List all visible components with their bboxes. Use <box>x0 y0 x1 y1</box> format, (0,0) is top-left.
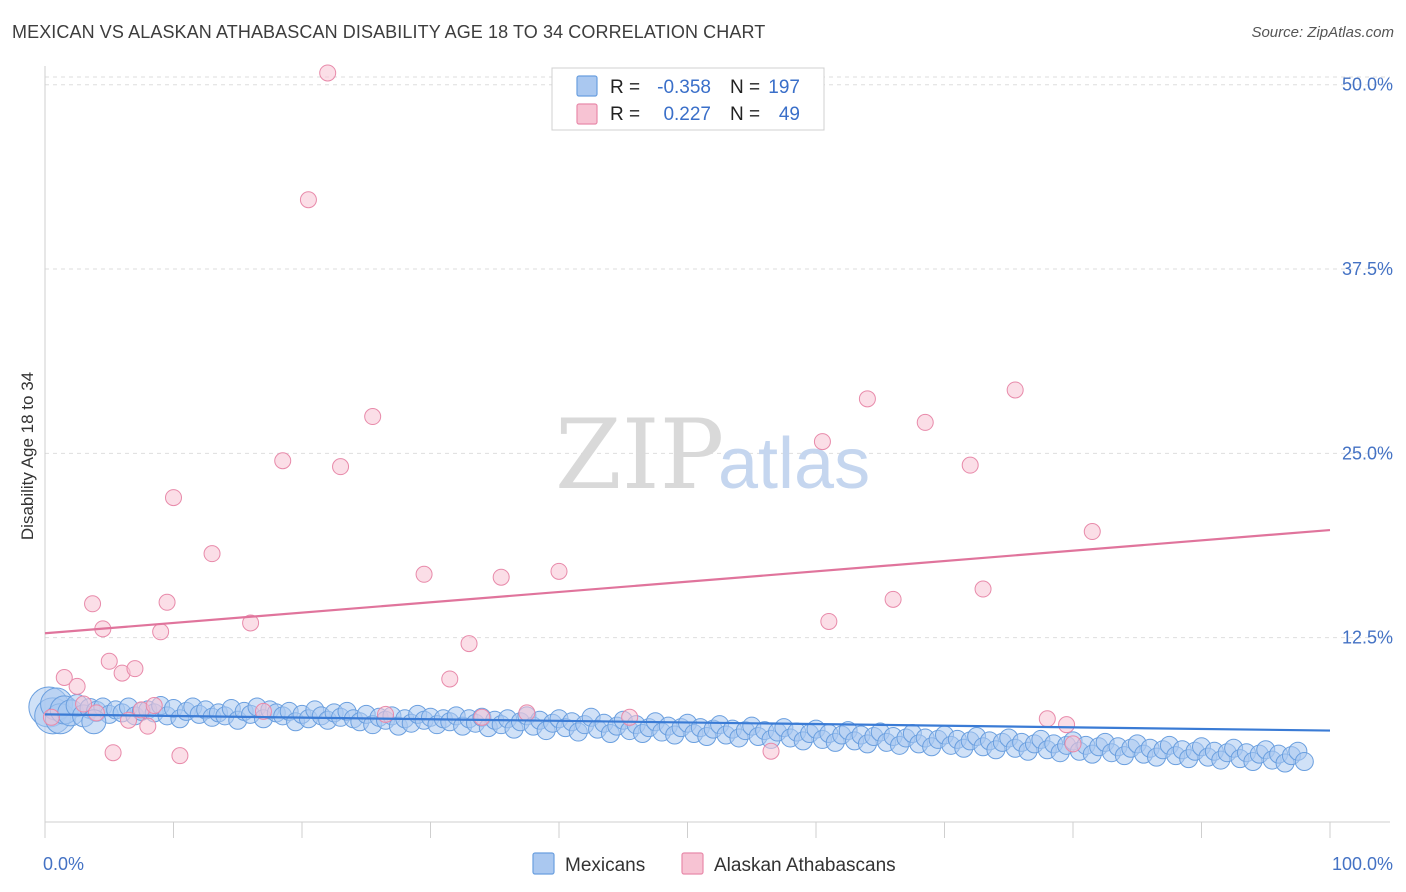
point-alaskan-16 <box>158 593 176 611</box>
legend-swatch-blue <box>576 75 598 97</box>
point-alaskan-43 <box>974 580 992 598</box>
point-alaskan-2 <box>68 677 86 695</box>
point-alaskan-4 <box>84 595 102 613</box>
legend-r-label-1: R = <box>610 77 640 98</box>
source-label: Source: ZipAtlas.com <box>1251 24 1394 41</box>
series-legend-label-alaskan: Alaskan Athabascans <box>714 855 896 876</box>
point-alaskan-15 <box>152 623 170 641</box>
point-alaskan-37 <box>813 433 831 451</box>
y-tick-label-0: 12.5% <box>1342 628 1393 648</box>
legend-n-label-2: N = <box>730 104 760 125</box>
series-mexicans <box>28 686 1314 773</box>
point-alaskan-22 <box>274 452 292 470</box>
point-alaskan-38 <box>820 612 838 630</box>
y-tick-label-3: 50.0% <box>1342 75 1393 95</box>
y-tick-label-1: 25.0% <box>1342 443 1393 463</box>
x-tick-labels: 0.0% 100.0% <box>43 854 1393 874</box>
legend-r-label-2: R = <box>610 104 640 125</box>
series-legend-label-mexicans: Mexicans <box>565 855 645 876</box>
point-alaskan-17 <box>165 489 182 507</box>
legend-n-label-1: N = <box>730 77 760 98</box>
legend-swatch-pink <box>576 103 598 125</box>
point-alaskan-21 <box>254 702 272 720</box>
series-legend-swatch-mexicans <box>532 852 555 875</box>
point-alaskan-7 <box>100 652 118 670</box>
legend-n-value-1: 197 <box>768 77 800 98</box>
point-alaskan-41 <box>916 413 934 431</box>
legend-n-value-2: 49 <box>779 104 800 125</box>
point-alaskan-46 <box>1058 716 1076 734</box>
point-alaskan-13 <box>139 717 157 735</box>
point-alaskan-30 <box>460 635 478 653</box>
trend-line-alaskan <box>44 528 1331 635</box>
point-alaskan-40 <box>884 590 902 608</box>
series-legend-swatch-alaskan <box>681 852 704 875</box>
point-alaskan-31 <box>473 708 491 726</box>
point-alaskan-19 <box>203 545 221 563</box>
x-tick-label-1: 100.0% <box>1332 854 1393 874</box>
y-tick-label-2: 37.5% <box>1342 259 1393 279</box>
point-alaskan-28 <box>415 565 433 583</box>
point-alaskan-34 <box>550 562 568 580</box>
point-alaskan-8 <box>104 744 122 762</box>
point-alaskan-29 <box>441 670 459 688</box>
trend-line-mexicans <box>44 713 1331 732</box>
series-legend: Mexicans Alaskan Athabascans <box>532 852 896 876</box>
point-alaskan-47 <box>1064 735 1082 753</box>
point-alaskan-25 <box>332 458 350 476</box>
point-alaskan-23 <box>299 191 317 209</box>
point-alaskan-11 <box>126 660 144 678</box>
watermark: ZIP atlas <box>555 399 870 511</box>
point-alaskan-36 <box>762 742 780 760</box>
x-tick-label-0: 0.0% <box>43 854 84 874</box>
point-alaskan-42 <box>961 456 979 474</box>
point-alaskan-39 <box>858 390 876 408</box>
point-alaskan-24 <box>319 64 337 82</box>
series-alaskan-athabascans <box>42 64 1101 765</box>
point-alaskan-32 <box>492 568 510 586</box>
point-alaskan-26 <box>364 408 382 426</box>
point-alaskan-44 <box>1006 381 1024 399</box>
point-alaskan-27 <box>377 705 395 723</box>
point-alaskan-33 <box>518 704 536 722</box>
legend-r-value-2: 0.227 <box>663 104 711 125</box>
trend-lines <box>44 528 1331 732</box>
legend-r-value-1: -0.358 <box>657 77 711 98</box>
watermark-zip: ZIP <box>555 399 724 511</box>
point-alaskan-18 <box>171 747 189 765</box>
watermark-atlas: atlas <box>718 424 870 504</box>
point-alaskan-45 <box>1038 710 1056 728</box>
point-alaskan-14 <box>145 697 163 715</box>
point-alaskan-48 <box>1083 523 1101 541</box>
point-mexicans-198 <box>1294 752 1314 772</box>
y-axis-label: Disability Age 18 to 34 <box>18 372 37 540</box>
y-tick-labels: 12.5% 25.0% 37.5% 50.0% <box>1342 75 1393 648</box>
point-alaskan-5 <box>87 704 105 722</box>
point-alaskan-1 <box>55 668 73 686</box>
stats-legend: R = -0.358 N = 197 R = 0.227 N = 49 <box>551 67 825 131</box>
point-alaskan-3 <box>75 695 93 713</box>
chart-title: MEXICAN VS ALASKAN ATHABASCAN DISABILITY… <box>12 22 766 42</box>
point-alaskan-0 <box>42 708 60 726</box>
point-alaskan-20 <box>242 614 260 632</box>
grid-lines <box>45 76 1390 639</box>
